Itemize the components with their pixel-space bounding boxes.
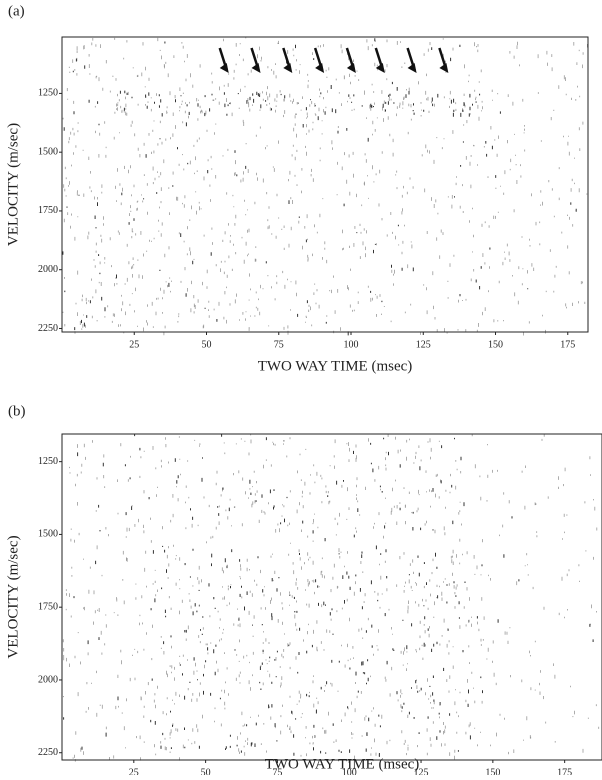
x-tick-label: 50 — [202, 339, 212, 350]
y-tick-label: 1750 — [38, 205, 58, 216]
x-tick-label: 150 — [485, 767, 500, 775]
arrow-head — [283, 63, 293, 73]
x-tick-label: 125 — [416, 339, 431, 350]
x-tick-label: 75 — [274, 339, 284, 350]
arrow-head — [407, 63, 417, 73]
y-axis-title: VELOCITY (m/sec) — [5, 123, 21, 246]
arrow-head — [251, 63, 261, 73]
panel-label: (a) — [8, 3, 25, 19]
texture-dark — [61, 38, 577, 336]
y-tick-label: 1500 — [38, 146, 58, 157]
arrow-head — [346, 63, 356, 73]
y-tick-label: 1500 — [38, 529, 58, 540]
x-tick-label: 175 — [557, 767, 572, 775]
x-tick-label: 50 — [201, 767, 211, 775]
x-tick-label: 25 — [129, 339, 139, 350]
y-tick-label: 2000 — [38, 264, 58, 275]
plot-frame — [61, 433, 602, 761]
x-tick-label: 25 — [129, 767, 139, 775]
arrow-head — [439, 63, 449, 73]
y-tick-label: 2250 — [38, 323, 58, 334]
x-tick-label: 100 — [344, 339, 359, 350]
texture-dark — [61, 434, 594, 757]
y-tick-label: 1250 — [38, 88, 58, 99]
x-axis-title: TWO WAY TIME (msec) — [265, 756, 420, 772]
x-axis-title: TWO WAY TIME (msec) — [258, 358, 413, 374]
arrow-head — [375, 63, 385, 73]
arrow-head — [315, 63, 325, 73]
x-tick-label: 175 — [560, 339, 575, 350]
y-tick-label: 2000 — [38, 674, 58, 685]
texture — [62, 37, 588, 336]
y-axis-title: VELOCITY (m/sec) — [5, 535, 21, 658]
x-tick-label: 75 — [272, 767, 282, 775]
y-tick-label: 1750 — [38, 601, 58, 612]
plot-frame — [61, 36, 589, 333]
x-tick-label: 125 — [414, 767, 429, 775]
y-tick-label: 1250 — [38, 456, 58, 467]
y-tick-label: 2250 — [38, 747, 58, 758]
texture — [62, 434, 600, 762]
x-tick-label: 150 — [488, 339, 503, 350]
panel-label: (b) — [8, 403, 26, 419]
arrow-head — [219, 63, 229, 73]
x-tick-label: 100 — [342, 767, 357, 775]
